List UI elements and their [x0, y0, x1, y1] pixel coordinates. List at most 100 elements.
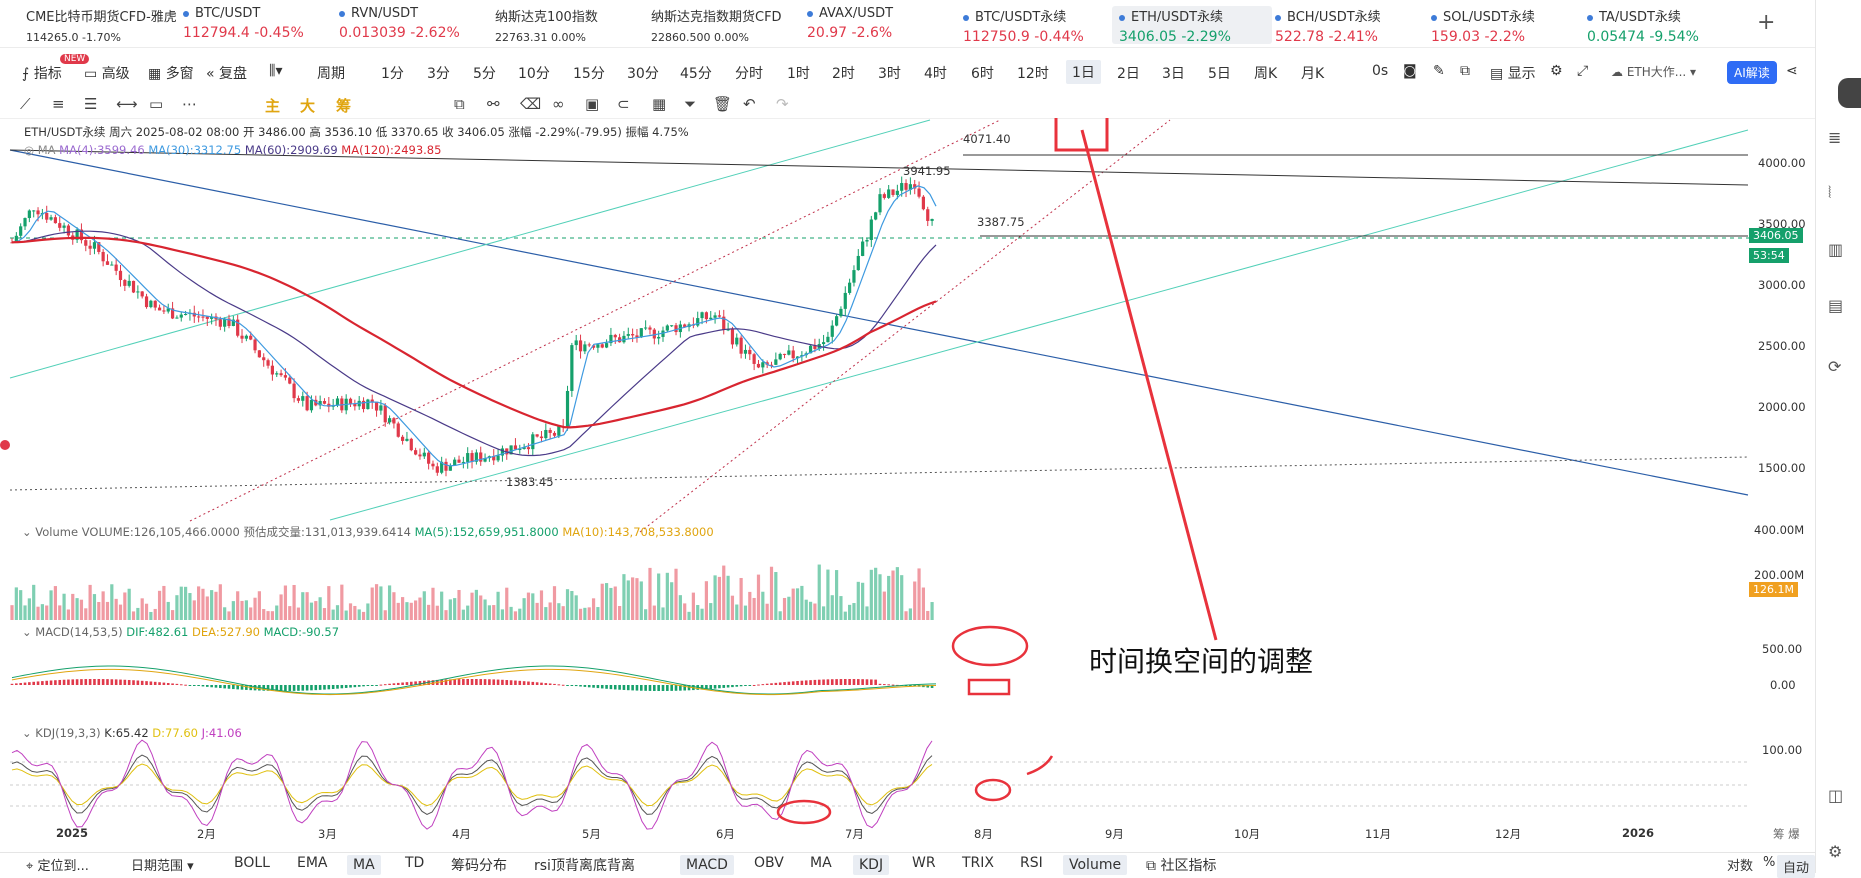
etf-icon[interactable]: ▤ — [1828, 296, 1844, 315]
period-intraday[interactable]: 分时 — [735, 66, 763, 82]
ticker-1[interactable]: BTC/USDT 112794.4 -0.45% — [183, 6, 304, 41]
period-12h[interactable]: 12时 — [1017, 66, 1049, 82]
ind-ma[interactable]: MA — [347, 855, 381, 875]
period-45m[interactable]: 45分 — [680, 66, 712, 82]
ind-boll[interactable]: BOLL — [234, 855, 270, 871]
settings-icon[interactable]: ⚙ — [1828, 842, 1843, 861]
more-icon[interactable]: ⋯ — [182, 95, 197, 113]
ind-rsi-divergence[interactable]: rsi顶背离底背离 — [534, 858, 635, 874]
sub-volume[interactable]: Volume — [1063, 855, 1128, 875]
eraser-icon[interactable]: ⌫ — [520, 95, 542, 113]
ticker-8[interactable]: BCH/USDT永续 522.78 -2.41% — [1275, 10, 1381, 45]
ticker-3[interactable]: 纳斯达克100指数 22763.31 0.00% — [495, 10, 598, 44]
period-1h[interactable]: 1时 — [787, 66, 810, 82]
sub-ma[interactable]: MA — [810, 855, 832, 871]
indicators-button[interactable]: ⨍ 指标 — [22, 66, 62, 82]
period-month[interactable]: 月K — [1301, 66, 1325, 82]
display-button[interactable]: ▤ 显示 — [1490, 66, 1536, 82]
ai-interpret-button[interactable]: AI解读 — [1727, 61, 1777, 84]
layout-icon[interactable]: ◫ — [1828, 786, 1844, 805]
fib-icon[interactable]: ☰ — [84, 95, 98, 113]
ticker-10[interactable]: TA/USDT永续 0.05474 -9.54% — [1587, 10, 1699, 45]
period-4h[interactable]: 4时 — [924, 66, 947, 82]
auto-scale-toggle[interactable]: 自动 — [1777, 855, 1816, 878]
ticker-5[interactable]: AVAX/USDT 20.97 -2.6% — [807, 6, 894, 41]
period-3d[interactable]: 3日 — [1162, 66, 1185, 82]
period-2h[interactable]: 2时 — [832, 66, 855, 82]
ticker-6[interactable]: BTC/USDT永续 112750.9 -0.44% — [963, 10, 1084, 45]
trendline-icon[interactable]: ⟋ — [20, 95, 31, 113]
ticker-2[interactable]: RVN/USDT 0.013039 -2.62% — [339, 6, 460, 41]
period-1m[interactable]: 1分 — [381, 66, 404, 82]
advanced-button[interactable]: ▭ 高级 — [84, 66, 130, 82]
main-chart-toggle[interactable]: 主 — [265, 97, 281, 115]
sub-obv[interactable]: OBV — [754, 855, 784, 871]
ticker-9[interactable]: SOL/USDT永续 159.03 -2.2% — [1431, 10, 1535, 45]
magnet-icon[interactable]: ⊂ — [617, 95, 630, 113]
seconds-toggle[interactable]: 0s — [1372, 63, 1389, 79]
date-range-button[interactable]: 日期范围 ▾ — [131, 859, 194, 874]
chart-canvas[interactable] — [0, 118, 1815, 852]
community-indicators[interactable]: ⧉ 社区指标 — [1146, 858, 1217, 874]
period-30m[interactable]: 30分 — [627, 66, 659, 82]
locate-button[interactable]: ⌖ 定位到... — [26, 859, 89, 874]
percent-scale-toggle[interactable]: % — [1763, 855, 1776, 870]
collapse-icon[interactable]: ⌄ — [22, 726, 36, 740]
add-ticker-icon[interactable]: + — [1757, 10, 1776, 35]
eye-icon[interactable]: ◎ — [24, 143, 38, 157]
ticker-0[interactable]: CME比特币期货CFD-雅虎 114265.0 -1.70% — [26, 10, 177, 44]
period-button[interactable]: 周期 — [317, 66, 345, 82]
pen-icon[interactable]: ✎ — [1433, 63, 1445, 79]
copy-icon[interactable]: ⧉ — [454, 95, 465, 113]
ticker-4[interactable]: 纳斯达克指数期货CFD 22860.500 0.00% — [651, 10, 782, 44]
chain-icon[interactable]: ∞ — [552, 95, 565, 113]
link-icon[interactable]: ⚯ — [487, 95, 500, 113]
ind-chip-distribution[interactable]: 筹码分布 — [451, 858, 507, 874]
depth-chart-icon[interactable]: ▥ — [1828, 240, 1844, 259]
camera-icon[interactable]: ◙ — [1403, 63, 1417, 79]
parallel-lines-icon[interactable]: ≡ — [52, 95, 65, 113]
sub-kdj[interactable]: KDJ — [853, 855, 890, 875]
undo-icon[interactable]: ↶ — [743, 95, 756, 113]
ind-ema[interactable]: EMA — [297, 855, 328, 871]
sub-trix[interactable]: TRIX — [962, 855, 994, 871]
symbol-select[interactable]: ☁ ETH大作... ▾ — [1611, 65, 1697, 79]
replay-button[interactable]: « 复盘 — [206, 66, 248, 82]
period-5d[interactable]: 5日 — [1208, 66, 1231, 82]
period-3h[interactable]: 3时 — [878, 66, 901, 82]
log-scale-toggle[interactable]: 对数 — [1727, 859, 1754, 874]
rectangle-icon[interactable]: ▭ — [149, 95, 164, 113]
horizontal-line-icon[interactable]: ⟷ — [116, 95, 138, 113]
fullscreen-icon[interactable]: ⤢ — [1577, 63, 1589, 79]
period-3m[interactable]: 3分 — [427, 66, 450, 82]
ticker-7-active[interactable]: ETH/USDT永续 3406.05 -2.29% — [1112, 6, 1272, 45]
share-icon[interactable]: ⋖ — [1786, 63, 1798, 79]
multi-window-button[interactable]: ▦ 多窗 — [148, 66, 194, 82]
big-order-toggle[interactable]: 大 — [300, 97, 316, 115]
sub-rsi[interactable]: RSI — [1020, 855, 1043, 871]
ind-td[interactable]: TD — [405, 855, 425, 871]
chip-toggle[interactable]: 筹 — [336, 97, 352, 115]
period-2d[interactable]: 2日 — [1117, 66, 1140, 82]
period-6h[interactable]: 6时 — [971, 66, 994, 82]
period-1d-selected[interactable]: 1日 — [1066, 60, 1101, 84]
period-15m[interactable]: 15分 — [573, 66, 605, 82]
chart-type-button[interactable]: ⫼▾ — [269, 63, 282, 79]
period-10m[interactable]: 10分 — [518, 66, 550, 82]
redo-icon[interactable]: ↷ — [776, 95, 789, 113]
period-5m[interactable]: 5分 — [473, 66, 496, 82]
collapse-icon[interactable]: ⌄ — [22, 625, 36, 639]
settings-icon[interactable]: ⚙ — [1550, 63, 1563, 79]
calendar-icon[interactable]: ▦ — [652, 95, 667, 113]
sub-macd[interactable]: MACD — [680, 855, 734, 875]
filter-icon[interactable]: ⏷ — [684, 95, 697, 113]
trash-icon[interactable]: 🗑 — [713, 95, 733, 113]
share-window-icon[interactable]: ⧉ — [1460, 63, 1470, 79]
period-week[interactable]: 周K — [1254, 66, 1278, 82]
refresh-icon[interactable]: ⟳ — [1828, 357, 1842, 376]
collapse-sidebar-icon[interactable] — [1838, 78, 1861, 108]
watchlist-icon[interactable]: ≣ — [1828, 128, 1842, 147]
sub-wr[interactable]: WR — [912, 855, 936, 871]
collapse-icon[interactable]: ⌄ — [22, 525, 36, 539]
trend-chart-icon[interactable]: ⦚ — [1828, 183, 1832, 202]
